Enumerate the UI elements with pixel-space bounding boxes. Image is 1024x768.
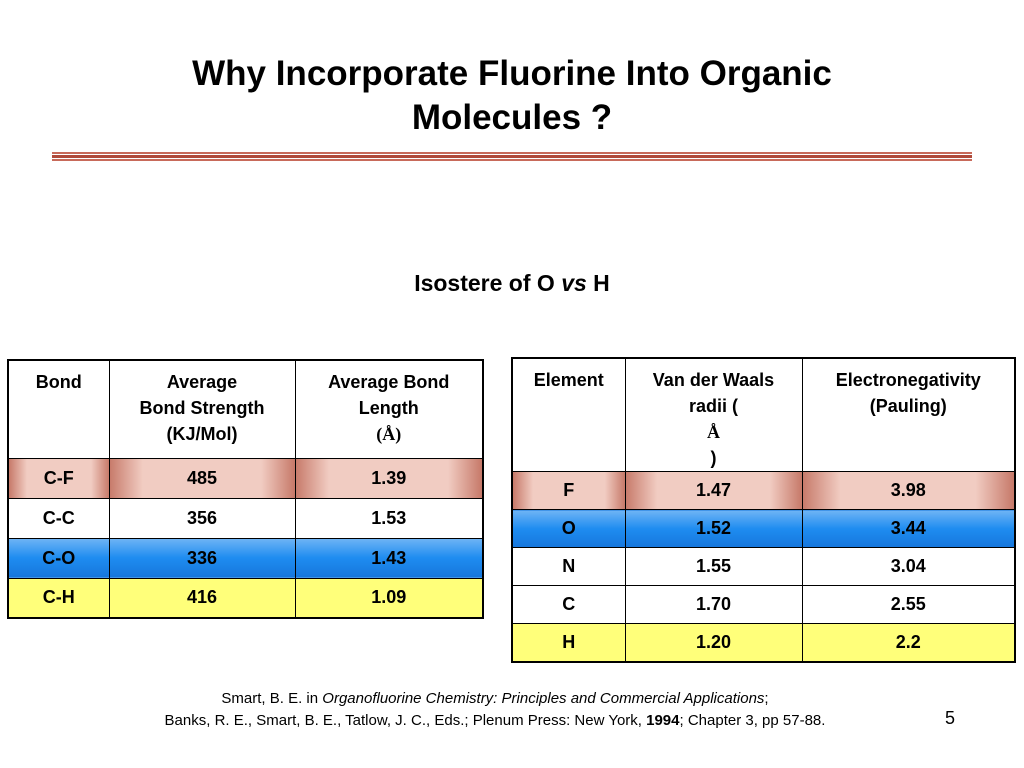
- length-cell: 1.43: [294, 537, 484, 579]
- table-row: N 1.55 3.04: [511, 547, 1016, 586]
- slide-title-line1: Why Incorporate Fluorine Into Organic: [192, 54, 832, 93]
- bond-cell: C-H: [7, 577, 110, 619]
- table-row: C-O 336 1.43: [7, 537, 484, 579]
- table-row: H 1.20 2.2: [511, 623, 1016, 662]
- subtitle-vs: vs: [561, 270, 587, 296]
- element-cell: O: [511, 509, 626, 548]
- radius-cell: 1.47: [624, 471, 803, 510]
- bond-cell: C-C: [7, 497, 110, 539]
- header-vdw-radii: Van der Waals radii (Å): [624, 357, 803, 472]
- table-row: C-C 356 1.53: [7, 497, 484, 539]
- slide-title-line2: Molecules ?: [411, 98, 613, 137]
- table-row: F 1.47 3.98: [511, 471, 1016, 510]
- element-cell: N: [511, 547, 626, 586]
- citation-line1: Smart, B. E. in Organofluorine Chemistry…: [221, 690, 769, 707]
- electronegativity-cell: 3.98: [801, 471, 1016, 510]
- header-average-bond-length: Average Bond Length (Å): [294, 359, 484, 459]
- strength-cell: 416: [108, 577, 296, 619]
- table-row: C-F 485 1.39: [7, 457, 484, 499]
- electronegativity-cell: 2.2: [801, 623, 1016, 662]
- header-element: Element: [511, 357, 626, 472]
- table-row: C 1.70 2.55: [511, 585, 1016, 624]
- electronegativity-cell: 3.04: [801, 547, 1016, 586]
- element-cell: C: [511, 585, 626, 624]
- length-cell: 1.39: [294, 457, 484, 499]
- radius-cell: 1.20: [624, 623, 803, 662]
- table-row: C-H 416 1.09: [7, 577, 484, 619]
- slide-subtitle: Isostere of O vs H: [0, 270, 1024, 297]
- bond-cell: C-O: [7, 537, 110, 579]
- title-divider: [52, 152, 972, 161]
- subtitle-post: H: [586, 270, 610, 296]
- bond-table: Bond Average Bond Strength (KJ/Mol) Aver…: [7, 359, 484, 619]
- length-cell: 1.09: [294, 577, 484, 619]
- header-average-bond-strength: Average Bond Strength (KJ/Mol): [108, 359, 296, 459]
- electronegativity-cell: 3.44: [801, 509, 1016, 548]
- element-cell: F: [511, 471, 626, 510]
- element-table: Element Van der Waals radii (Å) Electron…: [511, 357, 1016, 663]
- element-cell: H: [511, 623, 626, 662]
- radius-cell: 1.52: [624, 509, 803, 548]
- radius-cell: 1.55: [624, 547, 803, 586]
- table-row: O 1.52 3.44: [511, 509, 1016, 548]
- electronegativity-cell: 2.55: [801, 585, 1016, 624]
- strength-cell: 336: [108, 537, 296, 579]
- subtitle-pre: Isostere of O: [414, 270, 562, 296]
- slide-title: Why Incorporate Fluorine Into Organic Mo…: [0, 52, 1024, 140]
- length-cell: 1.53: [294, 497, 484, 539]
- citation: Smart, B. E. in Organofluorine Chemistry…: [0, 688, 990, 732]
- element-table-header: Element Van der Waals radii (Å) Electron…: [511, 357, 1016, 472]
- radius-cell: 1.70: [624, 585, 803, 624]
- strength-cell: 356: [108, 497, 296, 539]
- page-number: 5: [945, 708, 956, 728]
- bond-cell: C-F: [7, 457, 110, 499]
- header-electronegativity: Electronegativity (Pauling): [801, 357, 1016, 472]
- strength-cell: 485: [108, 457, 296, 499]
- header-bond: Bond: [7, 359, 110, 459]
- citation-line2: Banks, R. E., Smart, B. E., Tatlow, J. C…: [164, 712, 826, 729]
- bond-table-header: Bond Average Bond Strength (KJ/Mol) Aver…: [7, 359, 484, 459]
